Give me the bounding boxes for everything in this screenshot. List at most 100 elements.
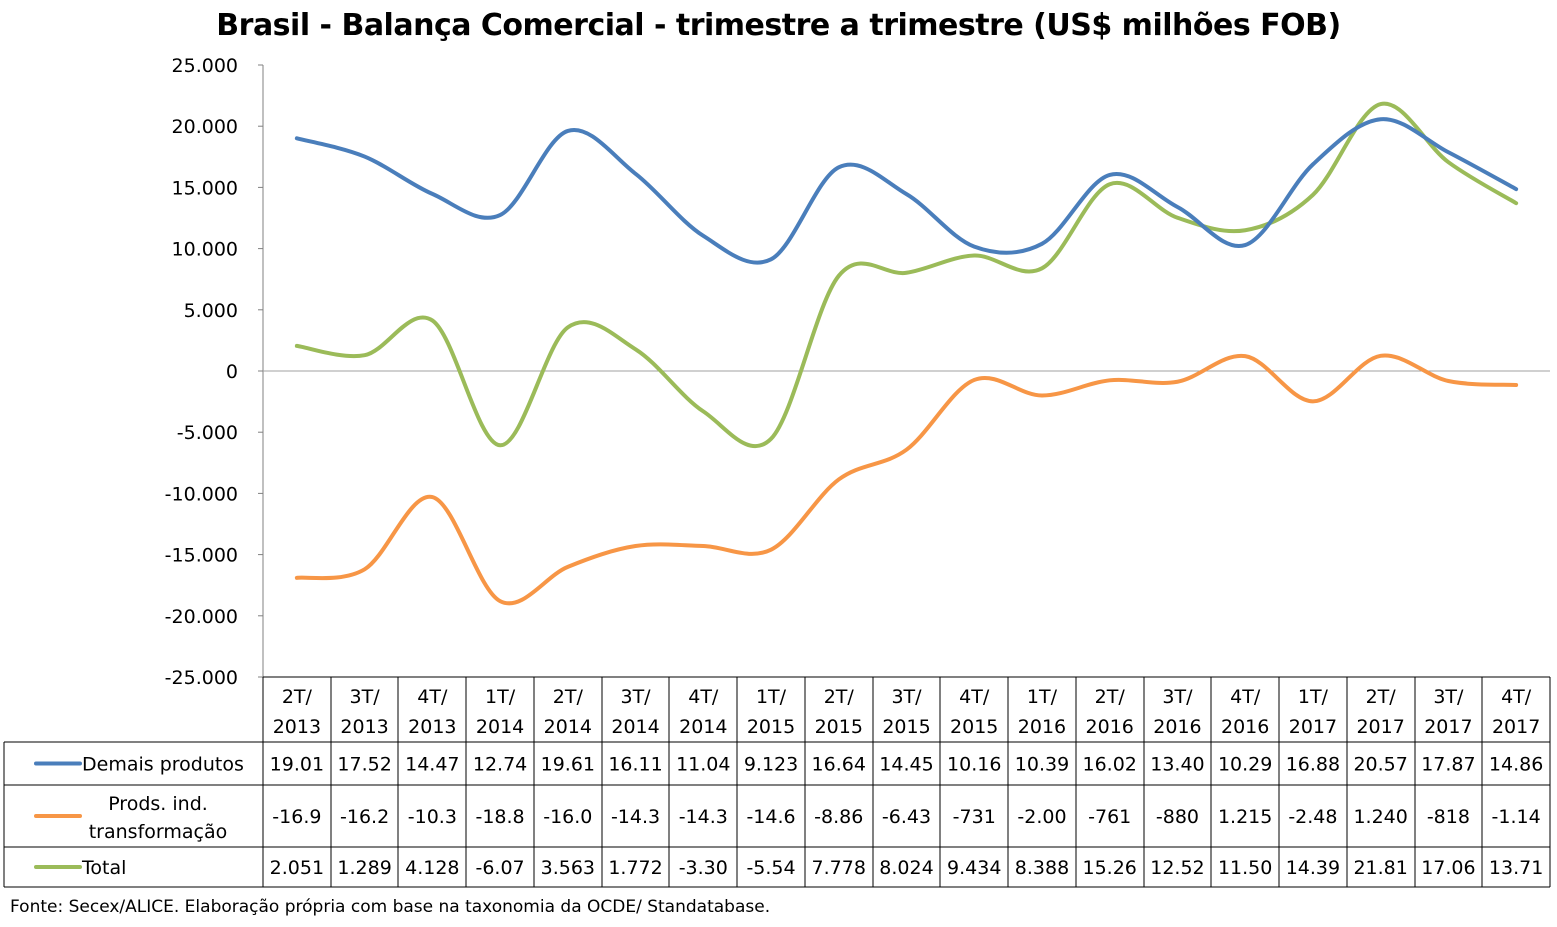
data-label: 11.50: [1218, 857, 1272, 879]
x-tick-label: 3T/: [891, 686, 922, 708]
legend-label: transformação: [89, 821, 228, 843]
legend-label: Demais produtos: [82, 754, 244, 776]
x-tick-label: 2014: [611, 716, 659, 738]
source-note: Fonte: Secex/ALICE. Elaboração própria c…: [10, 897, 771, 917]
data-label: -14.3: [611, 806, 660, 828]
data-label: 3.563: [541, 857, 595, 879]
x-tick-label: 2T/: [553, 686, 584, 708]
x-tick-label: 2T/: [824, 686, 855, 708]
y-tick-label: 25.000: [172, 55, 238, 77]
legend-label: Prods. ind.: [108, 793, 208, 815]
data-label: 7.778: [812, 857, 866, 879]
data-label: -880: [1156, 806, 1199, 828]
data-label: 15.26: [1083, 857, 1137, 879]
data-label: 17.87: [1421, 754, 1475, 776]
data-label: -5.54: [746, 857, 795, 879]
x-tick-label: 2013: [273, 716, 321, 738]
data-label: 1.289: [337, 857, 391, 879]
x-tick-label: 2017: [1424, 716, 1472, 738]
y-tick-label: 20.000: [172, 116, 238, 138]
data-label: -16.9: [272, 806, 321, 828]
data-label: -8.86: [814, 806, 863, 828]
data-label: 11.04: [676, 754, 730, 776]
data-label: -10.3: [408, 806, 457, 828]
x-tick-label: 3T/: [620, 686, 651, 708]
x-tick-label: 3T/: [1162, 686, 1193, 708]
x-tick-label: 2016: [1018, 716, 1066, 738]
data-label: 12.52: [1150, 857, 1204, 879]
x-tick-label: 2015: [747, 716, 795, 738]
chart-title: Brasil - Balança Comercial - trimestre a…: [216, 8, 1341, 43]
axis-layer: 25.000 20.000 15.000 10.000 5.000 0 -5.000 -10.…: [165, 55, 1550, 689]
series-line-total: [294, 101, 1519, 449]
data-label: 17.06: [1421, 857, 1475, 879]
x-tick-label: 1T/: [1027, 686, 1058, 708]
data-label: 16.88: [1286, 754, 1340, 776]
y-tick-label: -5.000: [177, 422, 238, 444]
data-label: 14.45: [879, 754, 933, 776]
x-tick-label: 1T/: [756, 686, 787, 708]
data-label: 12.74: [473, 754, 527, 776]
data-label: 1.772: [608, 857, 662, 879]
data-label: -731: [953, 806, 996, 828]
x-tick-label: 2015: [815, 716, 863, 738]
x-tick-label: 2014: [476, 716, 524, 738]
x-tick-label: 4T/: [688, 686, 719, 708]
x-tick-label: 1T/: [485, 686, 516, 708]
x-tick-label: 1T/: [1298, 686, 1329, 708]
y-tick-label: 10.000: [172, 239, 238, 261]
data-label: -2.00: [1017, 806, 1066, 828]
x-tick-label: 2016: [1221, 716, 1269, 738]
data-label: 2.051: [270, 857, 324, 879]
data-label: 10.29: [1218, 754, 1272, 776]
data-label: -761: [1088, 806, 1131, 828]
data-label: 13.40: [1150, 754, 1204, 776]
data-label: -6.07: [475, 857, 524, 879]
data-label: 1.240: [1353, 806, 1407, 828]
x-tick-label: 2017: [1492, 716, 1540, 738]
data-label: -14.6: [746, 806, 795, 828]
data-label: 1.215: [1218, 806, 1272, 828]
x-tick-label: 2T/: [282, 686, 313, 708]
data-label: 21.81: [1353, 857, 1407, 879]
data-label: -2.48: [1288, 806, 1337, 828]
y-tick-label: -20.000: [165, 606, 238, 628]
data-label: 16.11: [608, 754, 662, 776]
data-label: 19.01: [270, 754, 324, 776]
data-label: 10.39: [1015, 754, 1069, 776]
y-tick-label: 5.000: [184, 300, 238, 322]
x-tick-label: 4T/: [1230, 686, 1261, 708]
x-tick-label: 3T/: [350, 686, 381, 708]
y-tick-label: -25.000: [165, 667, 238, 689]
data-label: 16.02: [1083, 754, 1137, 776]
x-tick-label: 2013: [340, 716, 388, 738]
data-label: 8.388: [1015, 857, 1069, 879]
data-label: 9.434: [947, 857, 1001, 879]
series-line-prods-ind-transforma-o: [294, 353, 1519, 606]
x-tick-label: 3T/: [1433, 686, 1464, 708]
data-label: 14.47: [405, 754, 459, 776]
y-tick-label: -10.000: [165, 483, 238, 505]
data-label: -1.14: [1492, 806, 1541, 828]
y-tick-label: 15.000: [172, 177, 238, 199]
data-label: 13.71: [1489, 857, 1543, 879]
data-label: 16.64: [812, 754, 866, 776]
data-label: 10.16: [947, 754, 1001, 776]
series-line-demais-produtos: [294, 117, 1519, 265]
data-label: 17.52: [337, 754, 391, 776]
x-tick-label: 2015: [950, 716, 998, 738]
x-tick-label: 2T/: [1095, 686, 1126, 708]
x-tick-label: 4T/: [959, 686, 990, 708]
y-tick-label: -15.000: [165, 545, 238, 567]
x-tick-label: 2017: [1356, 716, 1404, 738]
x-tick-label: 4T/: [1501, 686, 1532, 708]
x-tick-label: 2T/: [1366, 686, 1397, 708]
data-label: -16.0: [543, 806, 592, 828]
data-label: -3.30: [679, 857, 728, 879]
data-label: 14.86: [1489, 754, 1543, 776]
x-tick-label: 4T/: [417, 686, 448, 708]
y-tick-label: 0: [226, 361, 238, 383]
legend-label: Total: [81, 857, 126, 879]
data-label: 9.123: [744, 754, 798, 776]
